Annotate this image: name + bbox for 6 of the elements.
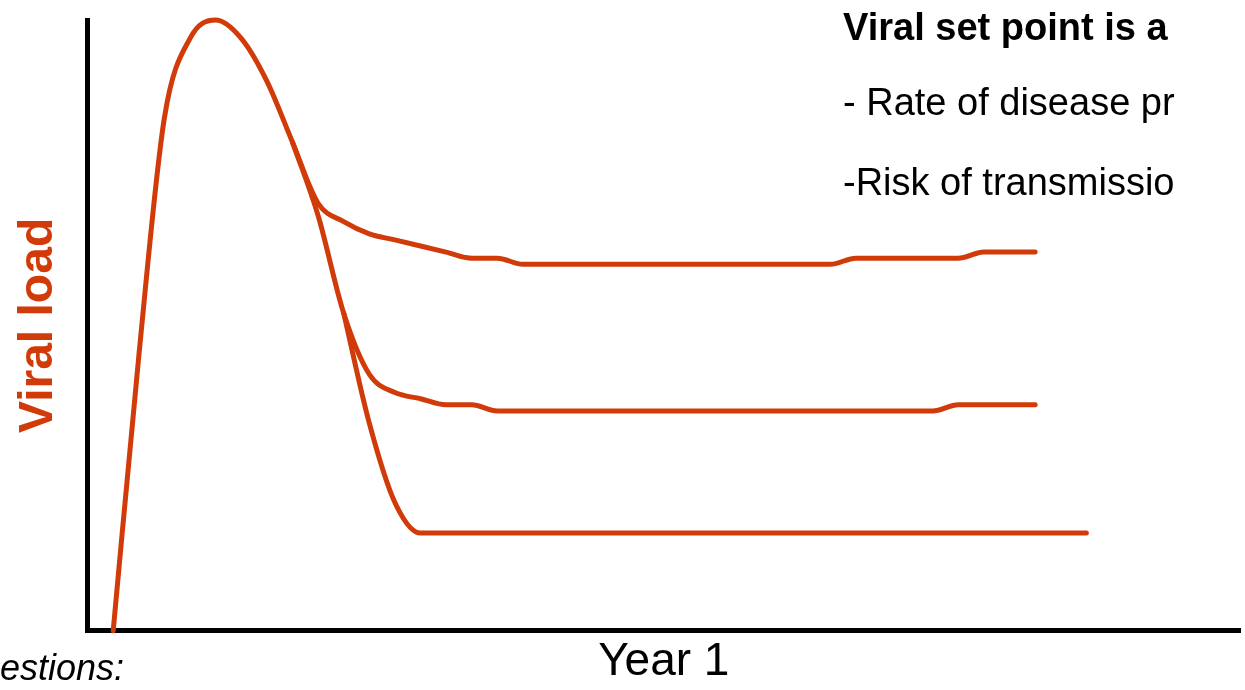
text: estions: <box>0 647 125 689</box>
y-axis-title: Viral load <box>9 217 63 433</box>
annotation: -Risk of transmissio <box>843 161 1175 204</box>
x-axis-title: Year 1 <box>598 633 730 686</box>
annotation: - Rate of disease pr <box>843 81 1175 124</box>
annotation: Viral set point is a <box>843 6 1169 49</box>
